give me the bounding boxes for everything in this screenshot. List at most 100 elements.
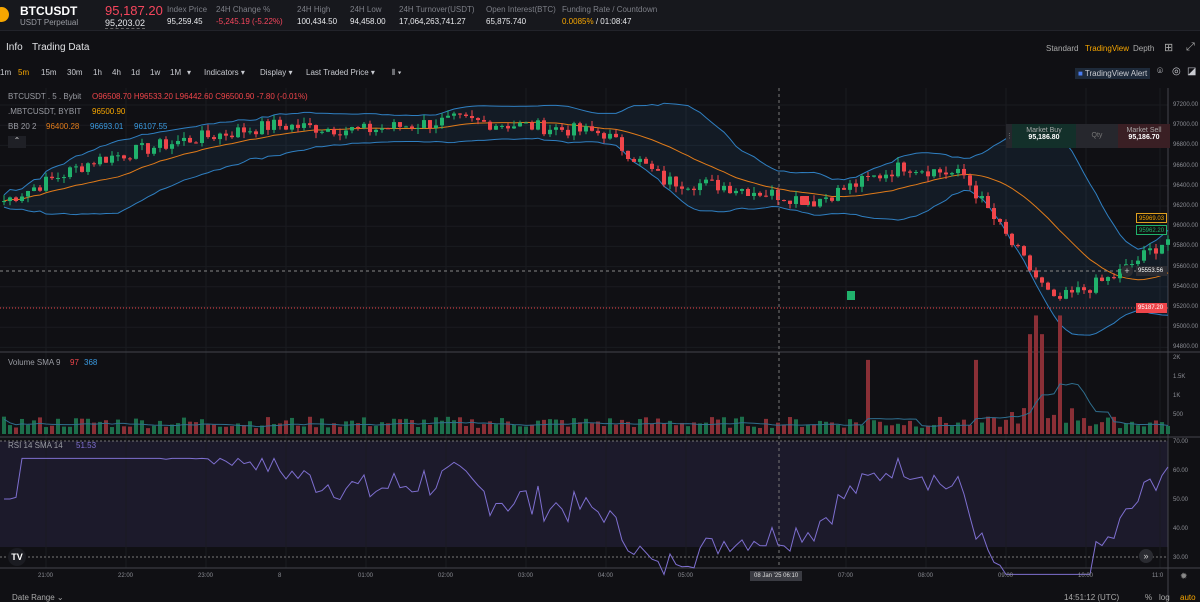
market-buy-button[interactable]: Market Buy 95,186.80 [1012,124,1076,148]
interval-chevron-icon[interactable]: ▾ [187,68,192,77]
interval-1h[interactable]: 1h [93,68,102,77]
interval-5m[interactable]: 5m [18,68,30,77]
interval-30m[interactable]: 30m [67,68,83,77]
tab-trading-data[interactable]: Trading Data [32,42,90,53]
candle [1112,277,1116,279]
candle [980,196,984,199]
candle [728,185,732,194]
price-axis[interactable]: 97200.00 97000.00 96800.00 96600.00 96400.00… [1168,0,1200,600]
volume-bar [896,423,900,434]
fullscreen-icon[interactable]: ⤢ [1186,41,1195,53]
candle [620,137,624,151]
volume-bar [80,418,84,434]
view-standard[interactable]: Standard [1046,44,1079,53]
crosshair-time-tag: 08 Jan '25 06:10 [750,571,803,581]
candle [410,126,414,129]
volume-bar [812,424,816,434]
candle [386,128,390,130]
interval-4h[interactable]: 4h [112,68,121,77]
qty-input[interactable]: Qty [1091,132,1103,139]
drag-handle-icon[interactable]: ⋮ [1006,133,1013,140]
volume-bar [698,423,702,434]
interval-1d[interactable]: 1d [131,68,140,77]
chart-type-icon[interactable]: ⫴ ▾ [392,68,402,77]
date-range-button[interactable]: Date Range ⌄ [12,593,64,602]
axis-settings-icon[interactable]: ✹ [1180,571,1188,581]
candlestick-chart[interactable] [0,80,1200,600]
legend-mark-value: 96500.90 [92,107,126,116]
volume-bar [626,421,630,434]
candle [1106,277,1110,281]
view-tradingview[interactable]: TradingView [1085,44,1130,53]
candle [854,183,858,187]
stat-turnover: 24H Turnover(USDT) 17,064,263,741.27 [399,5,475,26]
volume-bar [992,417,996,434]
candle [890,174,894,177]
view-depth[interactable]: Depth [1133,44,1155,53]
volume-bar [848,419,852,434]
display-button[interactable]: Display ▾ [260,68,293,77]
price-type-button[interactable]: Last Traded Price ▾ [306,68,375,77]
volume-bar [590,423,594,434]
volume-bar [290,417,294,434]
candle [740,188,744,191]
collapse-legend-button[interactable]: ⌃ [8,136,26,148]
volume-bar [866,359,870,434]
candle [422,120,426,128]
candle [110,155,114,163]
candle [206,130,210,138]
volume-bar [1094,424,1098,434]
candle [602,133,606,139]
volume-bar [452,420,456,434]
log-toggle[interactable]: log [1159,593,1170,602]
time-tick: 09:00 [998,573,1014,579]
add-alert-plus-icon[interactable]: + [1121,265,1133,277]
layout-grid-icon[interactable]: ⊞ [1164,42,1174,54]
volume-bar [56,418,60,434]
interval-1w[interactable]: 1w [150,68,161,77]
volume-bar [740,416,744,434]
candle [242,127,246,133]
market-sell-button[interactable]: Market Sell 95,186.70 [1118,124,1170,148]
auto-toggle[interactable]: auto [1180,593,1196,602]
candle [590,126,594,131]
volume-bar [1160,422,1164,434]
candle [1016,245,1020,247]
volume-bar [416,427,420,434]
candle [356,127,360,129]
candle [656,168,660,171]
candle [2,201,6,203]
candle [314,125,318,133]
symbol[interactable]: BTCUSDT [20,4,78,18]
expand-icon[interactable]: ◪ [1187,66,1197,77]
interval-1M[interactable]: 1M [170,68,182,77]
volume-bar [1058,315,1062,434]
candle [1040,277,1044,283]
interval-1m[interactable]: 1m [0,68,12,77]
tab-info[interactable]: Info [6,42,23,53]
volume-bar [464,425,468,434]
tradingview-alert-button[interactable]: ■ TradingView Alert [1075,68,1151,79]
interval-15m[interactable]: 15m [41,68,57,77]
contract-type: USDT Perpetual [20,18,79,27]
candle [1148,248,1152,251]
settings-icon[interactable]: ◎ [1172,66,1181,77]
volume-tick: 2K [1173,355,1181,361]
camera-icon[interactable]: ⌾ [1157,66,1163,77]
candle [566,129,570,136]
candle [758,192,762,196]
volume-bar [104,420,108,434]
volume-bar [278,423,282,434]
scroll-right-icon[interactable]: » [1139,549,1153,563]
volume-bar [230,426,234,434]
volume-bar [62,426,66,434]
volume-bar [794,419,798,434]
volume-bar [920,427,924,434]
volume-bar [338,426,342,434]
indicators-button[interactable]: Indicators ▾ [204,68,245,77]
volume-bar [830,422,834,434]
candle [1058,296,1062,299]
percent-toggle[interactable]: % [1145,593,1153,602]
candle [1094,277,1098,293]
volume-bar [458,417,462,434]
